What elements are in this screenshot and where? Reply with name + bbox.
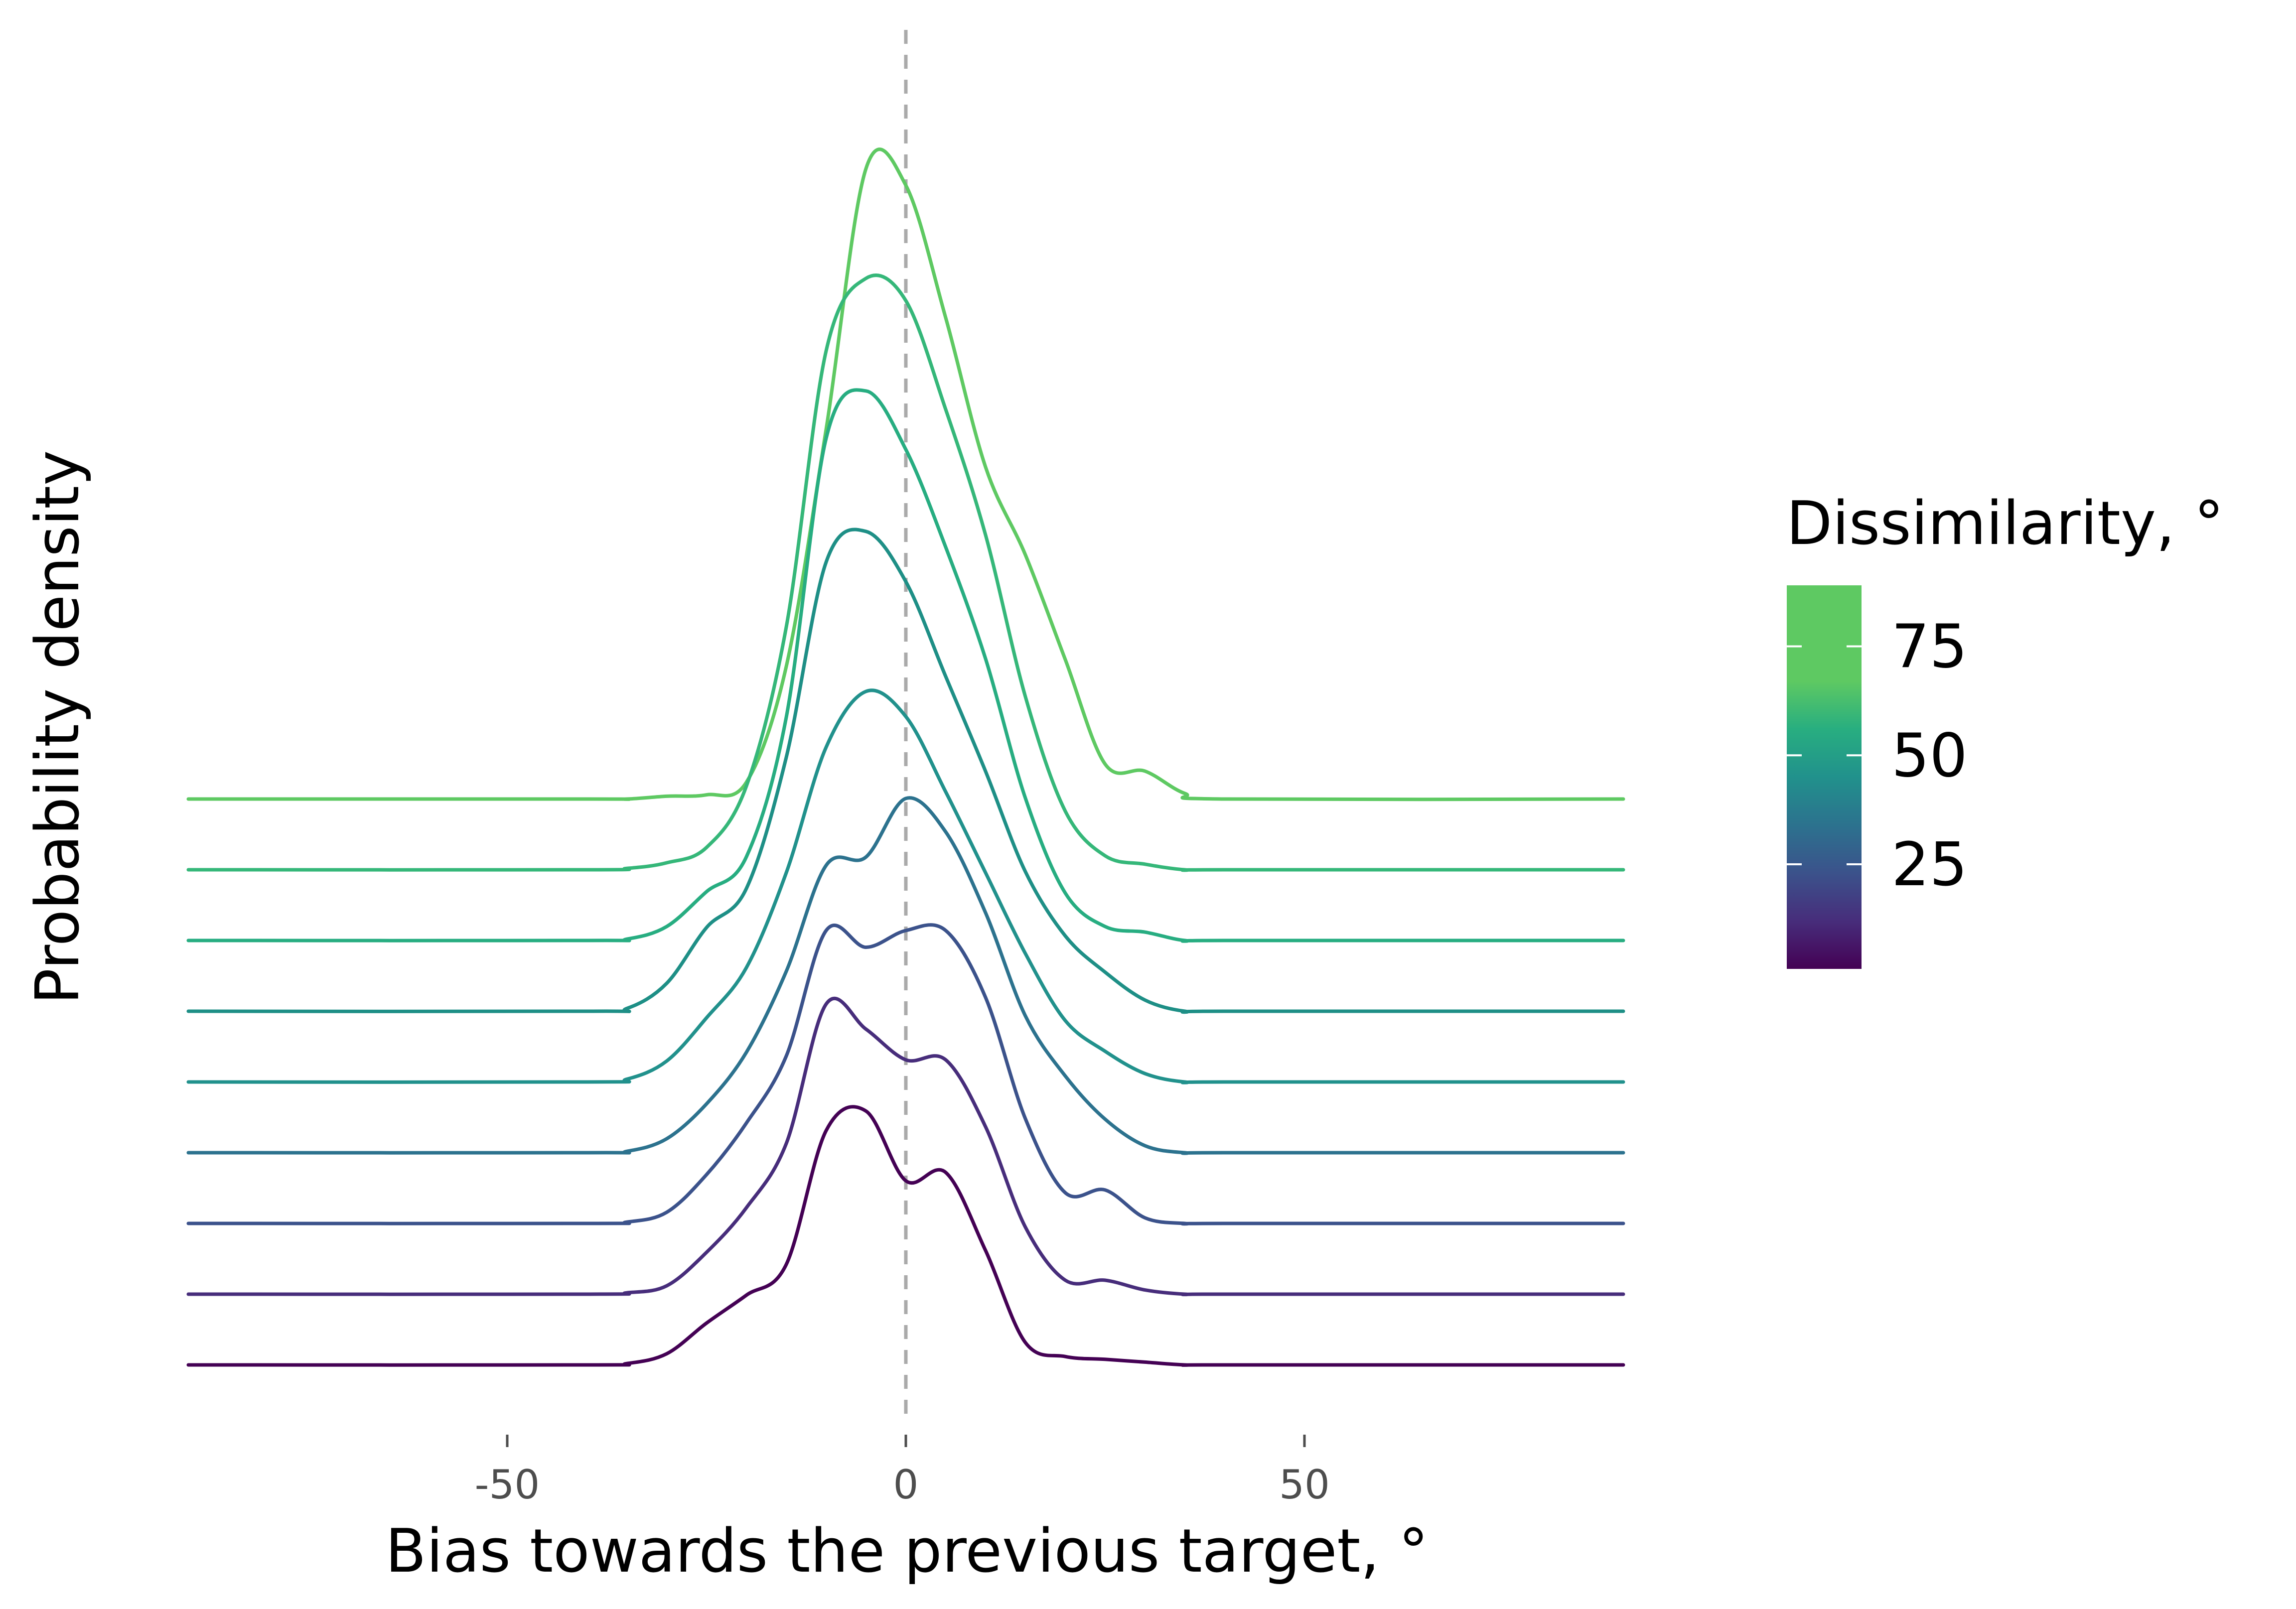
colorbar-ticks: 25 50 75 <box>1787 613 1968 900</box>
x-axis-title: Bias towards the previous target, ° <box>385 1517 1429 1586</box>
density-ridge-60 <box>186 388 1625 943</box>
colorbar-tick-label: 50 <box>1891 721 1968 791</box>
y-axis-title: Probability density <box>23 450 93 1004</box>
density-ridge-70 <box>186 273 1625 872</box>
density-ridge-1 <box>186 1105 1625 1367</box>
x-tick-label: 50 <box>1279 1462 1330 1508</box>
density-ridges <box>186 147 1625 1367</box>
colorbar-tick-label: 75 <box>1891 613 1968 682</box>
colorbar <box>1787 585 1862 969</box>
density-ridge-30 <box>186 796 1625 1155</box>
density-ridge-50 <box>186 528 1625 1014</box>
density-ridge-20 <box>186 923 1625 1226</box>
density-ridge-40 <box>186 688 1625 1084</box>
density-ridge-80 <box>186 147 1625 802</box>
density-ridge-10 <box>186 996 1625 1297</box>
colorbar-tick-label: 25 <box>1891 830 1968 900</box>
x-axis-ticks: -50 0 50 <box>475 1435 1330 1508</box>
x-tick-label: 0 <box>893 1462 919 1508</box>
colorbar-legend: Dissimilarity, ° 25 50 75 <box>1786 489 2224 969</box>
legend-title: Dissimilarity, ° <box>1786 489 2224 558</box>
x-tick-label: -50 <box>475 1462 540 1508</box>
